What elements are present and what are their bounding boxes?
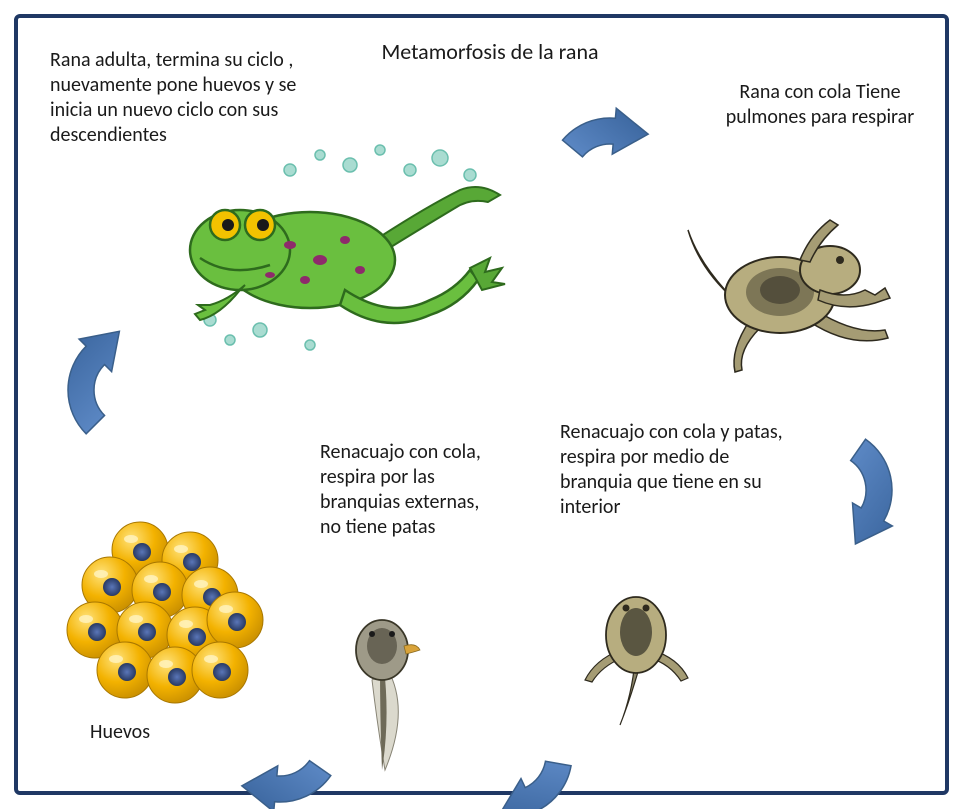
illustration-froglet — [680, 200, 910, 380]
illustration-tadpole — [330, 610, 450, 780]
illustration-adult-frog — [170, 140, 510, 360]
illustration-tadpole-legs — [560, 580, 710, 730]
label-froglet: Rana con cola Tiene pulmones para respir… — [720, 80, 920, 130]
illustration-eggs — [50, 520, 270, 720]
label-tadpole: Renacuajo con cola, respira por las bran… — [320, 440, 500, 540]
label-eggs: Huevos — [90, 720, 210, 745]
label-tadpole-legs: Renacuajo con cola y patas, respira por … — [560, 420, 790, 520]
label-adult: Rana adulta, termina su ciclo , nuevamen… — [50, 48, 300, 148]
diagram-title: Metamorfosis de la rana — [350, 38, 630, 65]
diagram-frame: Metamorfosis de la rana Rana adulta, ter… — [0, 0, 963, 809]
